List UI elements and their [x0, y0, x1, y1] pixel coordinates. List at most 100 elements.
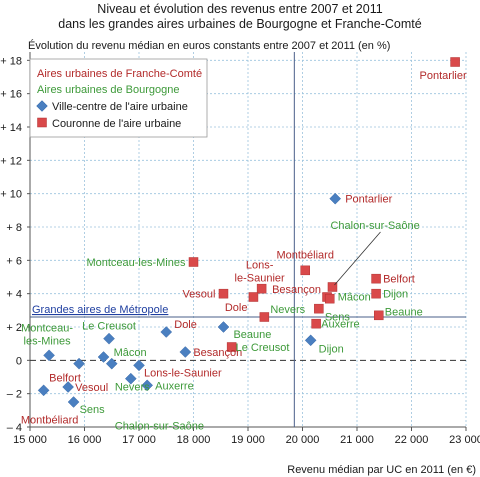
y-tick-label: + 4	[6, 289, 22, 301]
y-axis-label: Évolution du revenu médian en euros cons…	[28, 39, 390, 52]
point-labels: Pontarlier Dole Beaune Dijon Montceau-les-Mi…	[21, 70, 467, 433]
point-couronne-nevers	[259, 312, 270, 322]
point-ville-centre-pontarlier	[329, 192, 342, 205]
point-ville-centre-auxerre	[141, 379, 154, 392]
y-tick-label: + 16	[0, 89, 22, 101]
point-ville-centre-macon	[97, 351, 110, 363]
legend: Aires urbaines de Franche-Comté Aires ur…	[29, 58, 208, 138]
label-ville-centre-montbeliard: Montbéliard	[21, 414, 78, 426]
y-tick-label: + 2	[6, 322, 22, 334]
x-tick-label: 18 000	[177, 434, 211, 446]
point-ville-centre-montbeliard	[37, 384, 50, 397]
label-couronne-pontarlier: Pontarlier	[420, 70, 467, 82]
point-couronne-montbeliard	[300, 265, 310, 276]
label-couronne-dijon: Dijon	[383, 289, 408, 301]
point-ville-centre-nevers	[124, 372, 137, 385]
label-couronne-sens: Sens	[325, 312, 351, 324]
label-ville-centre-le-creusot: Le Creusot	[82, 321, 136, 333]
reference-label: Grandes aires de Métropole	[32, 304, 168, 316]
point-couronne-auxerre	[311, 318, 321, 329]
y-tick-label: + 12	[0, 155, 22, 167]
label-couronne-le-creusot: Le Creusot	[236, 342, 290, 354]
label-couronne-macon: Mâcon	[338, 292, 371, 304]
axes: 15 000 16 000 17 000 18 000 19 000 20 000 21 0…	[0, 52, 480, 446]
legend-couronne: Couronne de l'aire urbaine	[52, 118, 181, 130]
reference-lines: Grandes aires de Métropole	[30, 52, 466, 427]
point-ville-centre-chalon-sur-saone	[105, 357, 118, 370]
point-ville-centre-dijon	[304, 334, 317, 347]
legend-diamond-marker	[36, 100, 48, 112]
point-couronne-vesoul	[218, 288, 229, 299]
label-couronne-lons-le-saunier: Lons-le-Saunier	[235, 260, 285, 285]
label-couronne-auxerre: Auxerre	[321, 319, 360, 331]
y-tick-label: – 2	[7, 389, 22, 401]
y-tick-label: 0	[16, 355, 22, 367]
legend-square-marker	[37, 117, 47, 128]
label-ville-centre-sens: Sens	[80, 404, 106, 416]
x-tick-label: 21 000	[340, 434, 374, 446]
label-couronne-nevers: Nevers	[270, 304, 305, 316]
legend-box	[29, 58, 208, 138]
label-ville-centre-dijon: Dijon	[319, 343, 344, 355]
leader-line	[334, 231, 381, 286]
y-tick-label: + 6	[6, 255, 22, 267]
label-couronne-montceau-les-mines: Montceau-les-Mines	[86, 257, 186, 269]
label-ville-centre-beaune: Beaune	[233, 329, 271, 341]
x-tick-label: 23 000	[449, 434, 480, 446]
label-ville-centre-besancon: Besançon	[193, 347, 242, 359]
point-couronne-beaune	[374, 310, 384, 321]
point-couronne-lons-le-saunier	[256, 283, 267, 294]
chart-subtitle: dans les grandes aires urbaines de Bourg…	[58, 17, 421, 31]
x-tick-label: 15 000	[13, 434, 47, 446]
point-couronne-macon	[325, 293, 335, 304]
y-tick-label: – 4	[7, 422, 22, 434]
label-ville-centre-belfort: Belfort	[49, 373, 81, 385]
label-ville-centre-dole: Dole	[174, 319, 197, 331]
label-ville-centre-lons-le-saunier: Lons-le-Saunier	[144, 367, 222, 379]
x-tick-label: 22 000	[395, 434, 429, 446]
point-couronne-dole	[248, 292, 259, 302]
legend-ville-centre: Ville-centre de l'aire urbaine	[52, 101, 188, 113]
point-ville-centre-belfort	[73, 357, 85, 370]
y-tick-label: + 8	[6, 222, 22, 234]
y-tick-label: + 14	[0, 122, 22, 134]
label-couronne-belfort: Belfort	[383, 274, 415, 286]
label-ville-centre-macon: Mâcon	[114, 347, 147, 359]
label-ville-centre-nevers: Nevers	[115, 382, 150, 394]
label-ville-centre-pontarlier: Pontarlier	[345, 194, 392, 206]
point-couronne-chalon-sur-saone	[327, 282, 338, 292]
point-ville-centre-besancon	[179, 346, 192, 358]
chart-title: Niveau et évolution des revenus entre 20…	[97, 2, 382, 16]
point-couronne-montceau-les-mines	[188, 257, 199, 267]
y-tick-label: + 10	[0, 189, 22, 201]
x-tick-label: 19 000	[231, 434, 265, 446]
legend-franche-comte: Aires urbaines de Franche-Comté	[37, 68, 202, 80]
label-couronne-dole: Dole	[225, 302, 248, 314]
label-ville-centre-vesoul: Vesoul	[75, 382, 108, 394]
label-couronne-montbeliard: Montbéliard	[276, 249, 333, 261]
label-couronne-chalon-sur-saone: Chalon-sur-Saône	[330, 220, 419, 232]
point-ville-centre-beaune	[217, 321, 230, 333]
point-ville-centre-dole	[160, 326, 173, 338]
point-couronne-belfort	[371, 273, 381, 284]
data-points	[37, 57, 460, 408]
label-ville-centre-auxerre: Auxerre	[155, 380, 194, 392]
point-ville-centre-montceau-les-mines	[43, 349, 55, 362]
point-couronne-sens	[314, 303, 324, 314]
x-axis-label: Revenu médian par UC en 2011 (en €)	[287, 464, 476, 476]
label-couronne-beaune: Beaune	[385, 306, 423, 318]
point-ville-centre-sens	[67, 396, 80, 408]
point-couronne-le-creusot	[226, 342, 237, 352]
y-tick-label: + 18	[0, 55, 22, 67]
label-couronne-vesoul: Vesoul	[182, 289, 215, 301]
x-tick-label: 17 000	[122, 434, 156, 446]
x-tick-label: 16 000	[68, 434, 102, 446]
label-couronne-besancon: Besançon	[272, 284, 321, 296]
x-tick-label: 20 000	[286, 434, 320, 446]
point-ville-centre-vesoul	[62, 381, 75, 393]
legend-bourgogne: Aires urbaines de Bourgogne	[37, 84, 179, 96]
point-couronne-dijon	[371, 288, 381, 299]
point-ville-centre-lons-le-saunier	[133, 359, 145, 372]
label-ville-centre-chalon-sur-saone: Chalon-sur-Saône	[115, 421, 204, 433]
